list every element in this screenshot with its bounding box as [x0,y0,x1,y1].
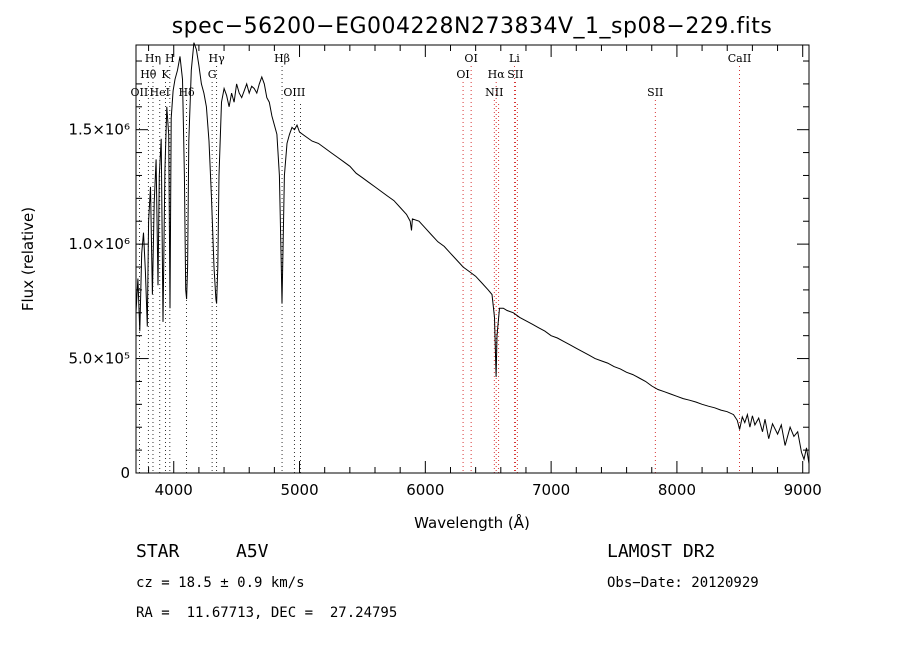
spectral-line-label: OII [131,86,149,99]
spectral-line-label: CaII [728,52,752,65]
spectral-line-label: K [161,68,170,81]
spectral-line-label: Hγ [209,52,226,65]
spectral-line-label: Hδ [178,86,195,99]
observation-date: Obs−Date: 20120929 [607,575,759,591]
y-axis-ticks: 0 5.0×10⁵ 1.0×10⁶ 1.5×10⁶ [68,60,809,482]
x-tick-label: 7000 [532,481,570,499]
spectral-line-label: Hβ [274,52,290,65]
spectral-line-label: OI [456,68,469,81]
spectral-line-label: OIII [283,86,305,99]
chart-title: spec−56200−EG004228N273834V_1_sp08−229.f… [172,14,773,39]
spectrum-series-line [135,42,810,464]
x-axis-label: Wavelength (Å) [414,513,530,532]
spectral-line-label: H [165,52,175,65]
y-tick-label: 0 [120,464,130,482]
spectral-line-label: Hθ [140,68,157,81]
x-axis-ticks: 4000 5000 6000 7000 8000 9000 [148,45,822,499]
coordinates: RA = 11.67713, DEC = 27.24795 [136,605,398,621]
object-type: STAR [136,541,180,562]
spectral-line-label: HeI [150,86,170,99]
spectral-line-markers [138,66,740,473]
spectral-line-label: Li [509,52,520,65]
spectral-line-label: SII [647,86,663,99]
redshift-velocity: cz = 18.5 ± 0.9 km/s [136,575,305,591]
survey-name: LAMOST DR2 [607,541,716,562]
spectral-line-label: Hα [488,68,506,81]
spectral-line-label: G [208,68,217,81]
object-subclass: A5V [236,541,269,562]
x-tick-label: 6000 [406,481,444,499]
y-tick-label: 1.0×10⁶ [68,235,130,253]
x-tick-label: 4000 [155,481,193,499]
spectral-line-label: NII [485,86,503,99]
x-tick-label: 9000 [784,481,822,499]
y-tick-label: 1.5×10⁶ [68,121,130,139]
y-tick-label: 5.0×10⁵ [68,350,130,368]
spectral-line-label: Hη [145,52,161,65]
spectral-line-label: SII [507,68,523,81]
plot-frame [135,44,810,474]
y-axis-label: Flux (relative) [19,207,37,311]
x-tick-label: 8000 [658,481,696,499]
spectral-line-label: OI [464,52,477,65]
x-tick-label: 5000 [280,481,318,499]
